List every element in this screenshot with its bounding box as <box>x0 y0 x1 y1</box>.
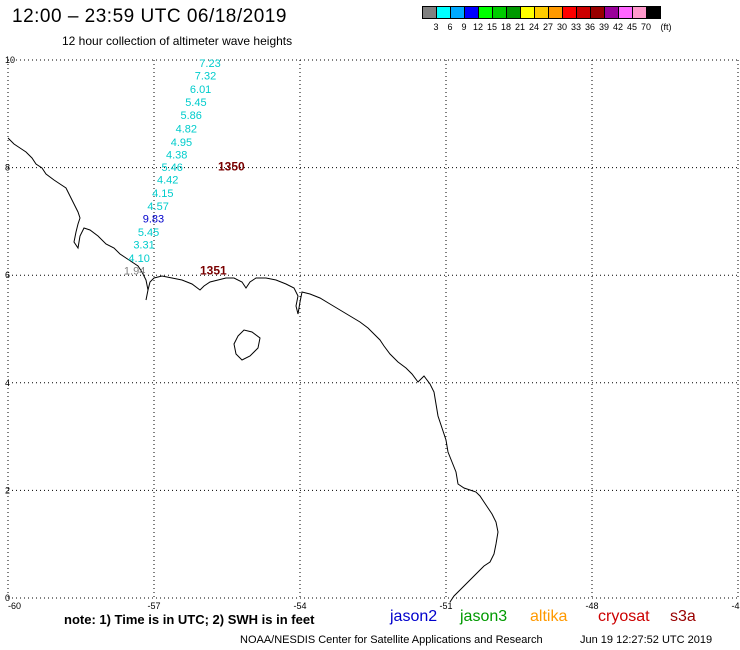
scale-label: 42 <box>612 22 624 32</box>
wave-height-reading: 4.82 <box>176 123 197 135</box>
scale-label: 30 <box>556 22 568 32</box>
lat-tick-label: 6 <box>5 270 10 280</box>
scale-label: (ft) <box>660 22 672 32</box>
lon-tick-label: -57 <box>147 601 160 611</box>
scale-label: 45 <box>626 22 638 32</box>
coastline <box>7 137 499 603</box>
color-scale-swatches <box>422 6 661 19</box>
wave-height-reading: 4.15 <box>152 188 173 200</box>
scale-label: 39 <box>598 22 610 32</box>
pass-number-label: 1351 <box>200 263 227 277</box>
scale-label: 70 <box>640 22 652 32</box>
wave-height-reading: 4.10 <box>128 253 149 265</box>
scale-label: 9 <box>461 22 467 32</box>
wave-height-readings: 7.237.326.015.455.864.824.954.385.464.42… <box>124 58 221 277</box>
lon-tick-label: -54 <box>293 601 306 611</box>
pass-number-label: 1350 <box>218 160 245 174</box>
satellite-legend-item: jason2 <box>390 608 438 625</box>
scale-label: 24 <box>528 22 540 32</box>
wave-height-reading: 9.83 <box>143 214 164 226</box>
lon-tick-label: -48 <box>585 601 598 611</box>
wave-height-reading: 5.46 <box>162 162 183 174</box>
island <box>233 329 261 361</box>
scale-label: 15 <box>486 22 498 32</box>
lon-tick-label: -51 <box>439 601 452 611</box>
wave-height-reading: 7.23 <box>199 58 220 70</box>
wave-height-reading: 3.31 <box>133 240 154 252</box>
generated-timestamp: Jun 19 12:27:52 UTC 2019 <box>580 634 713 646</box>
credit-line: NOAA/NESDIS Center for Satellite Applica… <box>240 634 543 646</box>
scale-swatch <box>646 6 661 19</box>
satellite-legend-item: altika <box>530 608 568 625</box>
wave-height-reading: 4.38 <box>166 150 187 162</box>
pass-labels: 1350 1351 <box>200 160 245 278</box>
scale-label: 33 <box>570 22 582 32</box>
footer-note: note: 1) Time is in UTC; 2) SWH is in fe… <box>64 612 315 627</box>
lat-tick-label: 2 <box>5 485 10 495</box>
color-scale-legend: 3 6 9 12 15 18 21 24 27 30 33 36 39 42 45 70 (ft) <box>422 6 672 36</box>
satellite-legend-item: s3a <box>670 608 696 625</box>
wave-height-reading: 4.57 <box>147 201 168 213</box>
scale-label: 18 <box>500 22 512 32</box>
wave-height-reading: 1.94 <box>124 265 145 277</box>
scale-label: 36 <box>584 22 596 32</box>
wave-height-reading: 5.86 <box>180 110 201 122</box>
wave-height-reading: 6.01 <box>190 84 211 96</box>
map-subtitle: 12 hour collection of altimeter wave hei… <box>62 34 293 48</box>
wave-height-reading: 7.32 <box>195 71 216 83</box>
wave-height-reading: 5.45 <box>138 227 159 239</box>
satellite-legend-item: jason3 <box>460 608 508 625</box>
map-title: 12:00 – 23:59 UTC 06/18/2019 <box>12 6 287 27</box>
scale-label: 27 <box>542 22 554 32</box>
satellite-legend-item: cryosat <box>598 608 650 625</box>
wave-height-reading: 5.45 <box>185 97 206 109</box>
lat-tick-label: 4 <box>5 378 10 388</box>
wave-height-reading: 4.42 <box>157 174 178 186</box>
scale-label: 3 <box>433 22 439 32</box>
lon-tick-label: -45 <box>731 601 740 611</box>
lat-tick-label: 8 <box>5 163 10 173</box>
lat-tick-label: 10 <box>5 55 15 65</box>
scale-label: 21 <box>514 22 526 32</box>
wave-height-reading: 4.95 <box>171 137 192 149</box>
lon-tick-label: -60 <box>8 601 21 611</box>
scale-label: 12 <box>472 22 484 32</box>
scale-label: 6 <box>447 22 453 32</box>
lat-tick-label: 0 <box>5 593 10 603</box>
lat-lon-grid <box>7 59 739 599</box>
axis-tick-labels: -60 -57 -54 -51 -48 -45 10 8 6 4 2 0 <box>5 55 740 611</box>
